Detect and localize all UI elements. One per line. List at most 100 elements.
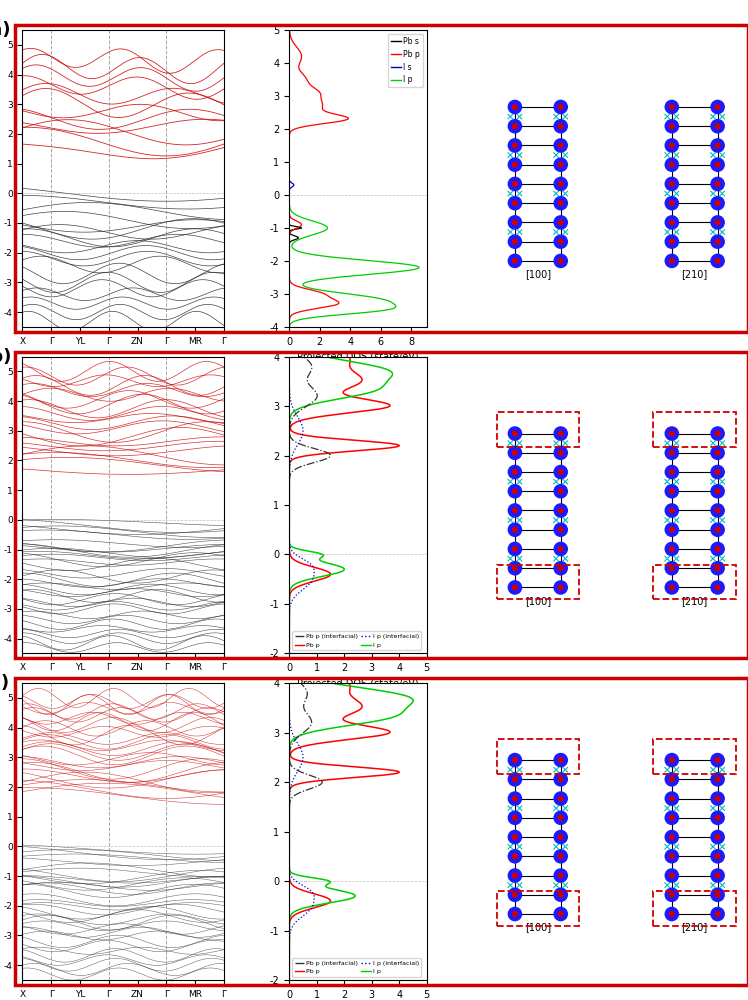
Circle shape xyxy=(711,177,724,191)
Text: [210]: [210] xyxy=(681,596,708,606)
Circle shape xyxy=(512,259,518,263)
Circle shape xyxy=(512,585,518,590)
Circle shape xyxy=(665,581,678,594)
Circle shape xyxy=(558,143,563,148)
Circle shape xyxy=(669,470,674,474)
Circle shape xyxy=(665,235,678,248)
Circle shape xyxy=(554,254,567,267)
Circle shape xyxy=(669,162,674,167)
Text: [210]: [210] xyxy=(681,923,708,933)
Circle shape xyxy=(512,489,518,494)
Circle shape xyxy=(665,427,678,440)
Bar xyxy=(654,739,736,774)
Circle shape xyxy=(711,216,724,229)
Circle shape xyxy=(509,869,521,882)
Circle shape xyxy=(554,830,567,844)
Circle shape xyxy=(711,850,724,863)
Circle shape xyxy=(665,830,678,844)
Circle shape xyxy=(665,100,678,114)
Circle shape xyxy=(512,835,518,839)
Circle shape xyxy=(669,527,674,532)
Circle shape xyxy=(715,566,720,571)
Circle shape xyxy=(558,124,563,129)
Circle shape xyxy=(669,758,674,762)
Circle shape xyxy=(558,450,563,455)
Circle shape xyxy=(669,220,674,225)
Circle shape xyxy=(715,239,720,244)
Circle shape xyxy=(558,527,563,532)
Circle shape xyxy=(665,197,678,210)
Circle shape xyxy=(509,120,521,133)
Circle shape xyxy=(711,254,724,267)
Bar xyxy=(497,891,579,926)
Circle shape xyxy=(711,581,724,594)
Circle shape xyxy=(558,854,563,859)
Circle shape xyxy=(554,177,567,191)
Circle shape xyxy=(715,124,720,129)
Text: [100]: [100] xyxy=(525,269,551,279)
Bar xyxy=(497,412,579,447)
Circle shape xyxy=(554,907,567,921)
Circle shape xyxy=(669,777,674,782)
Circle shape xyxy=(669,835,674,839)
Circle shape xyxy=(665,139,678,152)
Circle shape xyxy=(715,201,720,206)
Circle shape xyxy=(715,796,720,801)
Circle shape xyxy=(558,547,563,551)
Circle shape xyxy=(554,427,567,440)
Circle shape xyxy=(711,100,724,114)
Circle shape xyxy=(711,907,724,921)
Circle shape xyxy=(711,830,724,844)
Circle shape xyxy=(509,197,521,210)
Circle shape xyxy=(554,773,567,786)
Circle shape xyxy=(711,158,724,171)
Circle shape xyxy=(512,854,518,859)
Circle shape xyxy=(558,912,563,916)
Circle shape xyxy=(509,830,521,844)
Circle shape xyxy=(512,201,518,206)
Circle shape xyxy=(554,465,567,479)
Circle shape xyxy=(558,489,563,494)
Circle shape xyxy=(665,811,678,824)
Circle shape xyxy=(669,796,674,801)
Circle shape xyxy=(665,850,678,863)
Circle shape xyxy=(715,912,720,916)
Text: (c): (c) xyxy=(0,674,9,692)
Circle shape xyxy=(669,239,674,244)
Circle shape xyxy=(554,869,567,882)
Circle shape xyxy=(509,523,521,536)
Circle shape xyxy=(669,259,674,263)
Circle shape xyxy=(665,754,678,767)
Circle shape xyxy=(711,754,724,767)
Circle shape xyxy=(669,489,674,494)
Circle shape xyxy=(509,542,521,556)
Circle shape xyxy=(512,566,518,571)
Circle shape xyxy=(665,177,678,191)
Circle shape xyxy=(711,869,724,882)
Circle shape xyxy=(554,120,567,133)
Circle shape xyxy=(509,792,521,805)
Circle shape xyxy=(711,562,724,575)
Text: [100]: [100] xyxy=(525,923,551,933)
Circle shape xyxy=(558,259,563,263)
Circle shape xyxy=(715,527,720,532)
Circle shape xyxy=(715,585,720,590)
Circle shape xyxy=(509,177,521,191)
Circle shape xyxy=(509,235,521,248)
Circle shape xyxy=(509,158,521,171)
Circle shape xyxy=(669,431,674,436)
Circle shape xyxy=(512,431,518,436)
Circle shape xyxy=(554,216,567,229)
Circle shape xyxy=(711,235,724,248)
Circle shape xyxy=(509,254,521,267)
Legend: Pb p (interfacial), Pb p, I p (interfacial), I p: Pb p (interfacial), Pb p, I p (interfaci… xyxy=(292,958,421,977)
Circle shape xyxy=(554,504,567,517)
Circle shape xyxy=(509,754,521,767)
Circle shape xyxy=(715,508,720,513)
Circle shape xyxy=(558,239,563,244)
Circle shape xyxy=(715,162,720,167)
Circle shape xyxy=(509,100,521,114)
Circle shape xyxy=(509,850,521,863)
Circle shape xyxy=(665,907,678,921)
Circle shape xyxy=(665,465,678,479)
